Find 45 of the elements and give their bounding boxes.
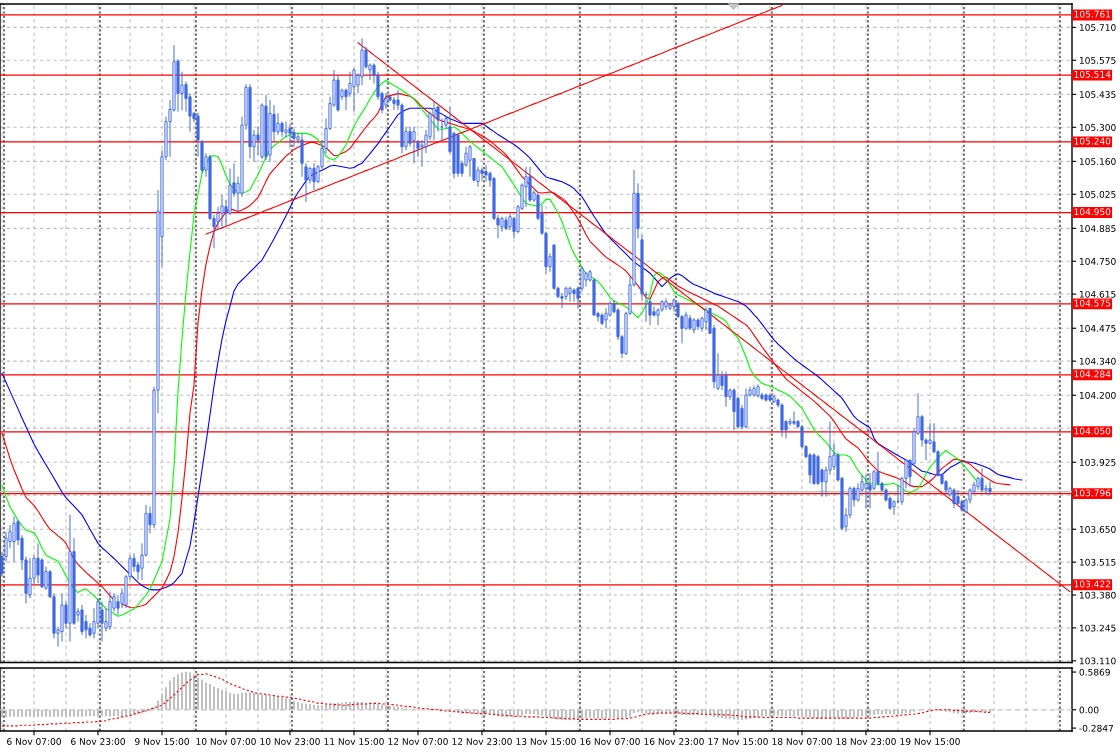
x-tick-label: 16 Nov 07:00 (580, 738, 640, 745)
y-tick-label: 105.575 (1079, 57, 1116, 64)
y-tick-label: 104.750 (1079, 257, 1116, 265)
y-tick-label: 105.160 (1079, 158, 1116, 165)
x-tick-label: 12 Nov 07:00 (388, 738, 448, 745)
ref-line-label: 104.284 (1074, 370, 1111, 378)
ref-line-label: 105.761 (1074, 10, 1111, 18)
x-tick-label: 11 Nov 15:00 (324, 738, 384, 745)
ref-line-label: 103.422 (1074, 580, 1111, 588)
y-tick-label: 103.380 (1079, 591, 1116, 599)
x-tick-label: 9 Nov 15:00 (135, 738, 189, 745)
x-tick-label: 10 Nov 23:00 (260, 738, 320, 745)
x-tick-label: 10 Nov 07:00 (196, 738, 256, 745)
x-tick-label: 13 Nov 15:00 (516, 738, 576, 745)
y-tick-label: 104.475 (1079, 324, 1116, 332)
y-tick-label: 105.435 (1079, 91, 1116, 98)
ref-line-label: 104.050 (1074, 427, 1111, 435)
ref-line-label: 103.796 (1074, 489, 1111, 497)
y-tick-label: 105.300 (1079, 124, 1116, 131)
x-tick-label: 19 Nov 15:00 (900, 738, 960, 745)
y-tick-label: 103.110 (1079, 657, 1116, 665)
x-tick-label: 18 Nov 07:00 (772, 738, 832, 745)
ref-line-label: 104.575 (1074, 299, 1111, 307)
y-tick-label: -0.2847 (1079, 724, 1114, 732)
y-tick-label: 104.340 (1079, 357, 1116, 365)
x-tick-label: 6 Nov 07:00 (7, 738, 61, 745)
y-tick-label: 104.885 (1079, 225, 1116, 232)
ref-line-label: 105.514 (1074, 70, 1111, 78)
y-tick-label: 104.615 (1079, 290, 1116, 298)
x-tick-label: 17 Nov 15:00 (708, 738, 768, 745)
y-tick-label: 105.710 (1079, 24, 1116, 31)
y-tick-label: 104.200 (1079, 391, 1116, 399)
y-tick-label: 103.245 (1079, 624, 1116, 632)
x-tick-label: 18 Nov 23:00 (836, 738, 896, 745)
x-tick-label: 12 Nov 23:00 (452, 738, 512, 745)
ref-line-label: 104.950 (1074, 208, 1111, 216)
ref-line-label: 105.240 (1074, 137, 1111, 145)
y-tick-label: 0.00 (1079, 706, 1099, 714)
y-tick-label: 103.925 (1079, 458, 1116, 466)
y-tick-label: 0.5869 (1079, 668, 1110, 676)
y-tick-label: 105.025 (1079, 191, 1116, 198)
x-tick-label: 16 Nov 23:00 (644, 738, 704, 745)
y-tick-label: 103.650 (1079, 525, 1116, 533)
y-tick-label: 103.515 (1079, 558, 1116, 566)
x-tick-label: 6 Nov 23:00 (71, 738, 125, 745)
